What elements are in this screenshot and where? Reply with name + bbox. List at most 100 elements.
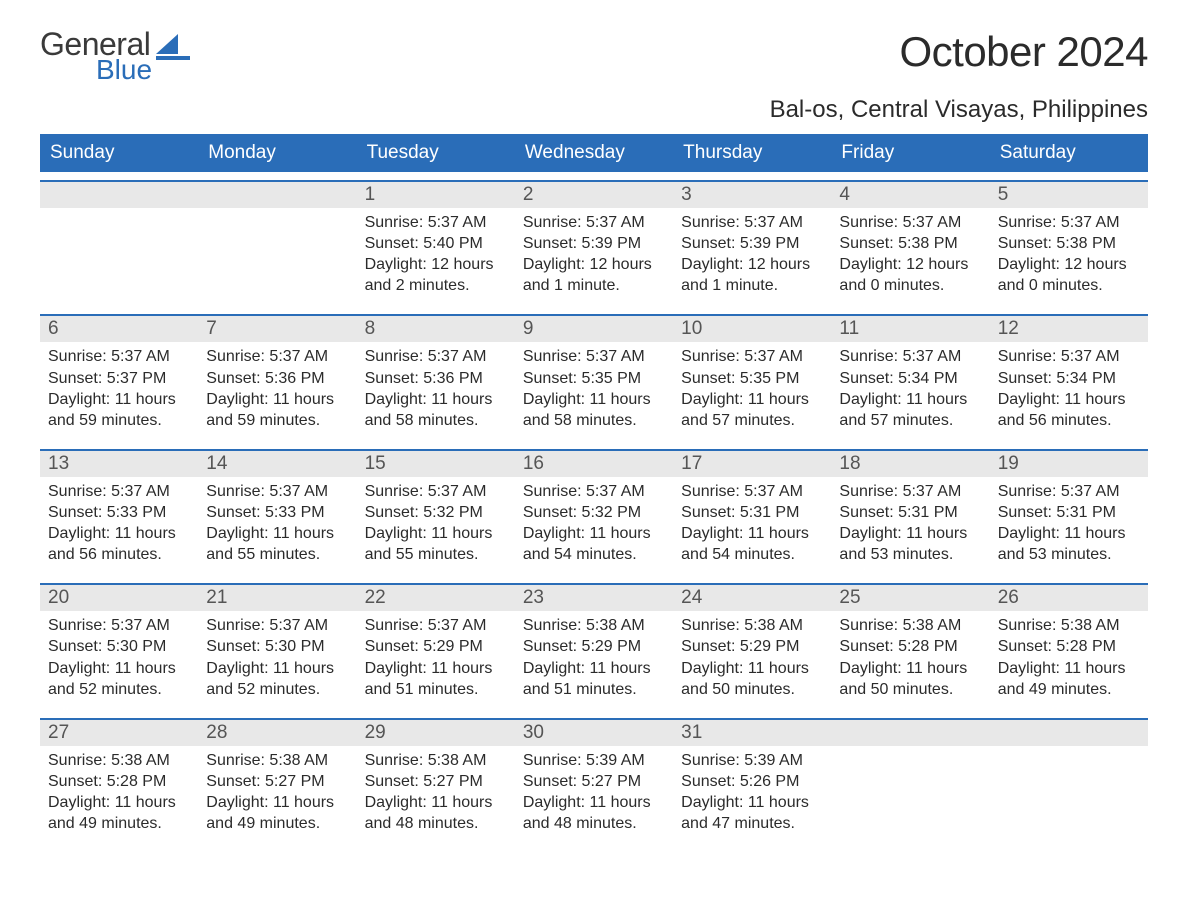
day-body: Sunrise: 5:37 AMSunset: 5:36 PMDaylight:… bbox=[198, 342, 356, 436]
day-number: 25 bbox=[831, 583, 989, 611]
day-cell bbox=[990, 718, 1148, 840]
week-row: 6Sunrise: 5:37 AMSunset: 5:37 PMDaylight… bbox=[40, 314, 1148, 436]
day-body: Sunrise: 5:37 AMSunset: 5:31 PMDaylight:… bbox=[673, 477, 831, 571]
day-number: 1 bbox=[357, 180, 515, 208]
day-number: 16 bbox=[515, 449, 673, 477]
daylight-line: Daylight: 11 hours and 58 minutes. bbox=[365, 389, 507, 431]
sunset-line: Sunset: 5:36 PM bbox=[206, 368, 348, 389]
weekday-header-cell: Monday bbox=[198, 134, 356, 172]
day-number: 22 bbox=[357, 583, 515, 611]
sunset-line: Sunset: 5:38 PM bbox=[998, 233, 1140, 254]
daylight-line: Daylight: 11 hours and 56 minutes. bbox=[998, 389, 1140, 431]
day-cell: 25Sunrise: 5:38 AMSunset: 5:28 PMDayligh… bbox=[831, 583, 989, 705]
brand-word2: Blue bbox=[96, 56, 152, 84]
day-cell: 30Sunrise: 5:39 AMSunset: 5:27 PMDayligh… bbox=[515, 718, 673, 840]
sunrise-line: Sunrise: 5:37 AM bbox=[365, 481, 507, 502]
day-number: 28 bbox=[198, 718, 356, 746]
day-number: 12 bbox=[990, 314, 1148, 342]
sunrise-line: Sunrise: 5:37 AM bbox=[998, 481, 1140, 502]
sunrise-line: Sunrise: 5:38 AM bbox=[365, 750, 507, 771]
sunrise-line: Sunrise: 5:37 AM bbox=[839, 346, 981, 367]
sunset-line: Sunset: 5:27 PM bbox=[365, 771, 507, 792]
day-body: Sunrise: 5:37 AMSunset: 5:30 PMDaylight:… bbox=[198, 611, 356, 705]
weekday-header-cell: Sunday bbox=[40, 134, 198, 172]
day-cell: 14Sunrise: 5:37 AMSunset: 5:33 PMDayligh… bbox=[198, 449, 356, 571]
day-cell bbox=[40, 180, 198, 302]
day-cell: 19Sunrise: 5:37 AMSunset: 5:31 PMDayligh… bbox=[990, 449, 1148, 571]
daylight-line: Daylight: 11 hours and 59 minutes. bbox=[206, 389, 348, 431]
day-number: 17 bbox=[673, 449, 831, 477]
daylight-line: Daylight: 12 hours and 1 minute. bbox=[681, 254, 823, 296]
day-body: Sunrise: 5:37 AMSunset: 5:32 PMDaylight:… bbox=[515, 477, 673, 571]
daylight-line: Daylight: 11 hours and 49 minutes. bbox=[48, 792, 190, 834]
sunset-line: Sunset: 5:37 PM bbox=[48, 368, 190, 389]
day-number: 3 bbox=[673, 180, 831, 208]
day-cell: 29Sunrise: 5:38 AMSunset: 5:27 PMDayligh… bbox=[357, 718, 515, 840]
weekday-header-cell: Thursday bbox=[673, 134, 831, 172]
sunrise-line: Sunrise: 5:37 AM bbox=[839, 212, 981, 233]
daylight-line: Daylight: 11 hours and 57 minutes. bbox=[839, 389, 981, 431]
sunset-line: Sunset: 5:31 PM bbox=[839, 502, 981, 523]
day-cell: 3Sunrise: 5:37 AMSunset: 5:39 PMDaylight… bbox=[673, 180, 831, 302]
sunset-line: Sunset: 5:29 PM bbox=[365, 636, 507, 657]
day-body: Sunrise: 5:37 AMSunset: 5:35 PMDaylight:… bbox=[515, 342, 673, 436]
day-cell: 11Sunrise: 5:37 AMSunset: 5:34 PMDayligh… bbox=[831, 314, 989, 436]
week-row: 1Sunrise: 5:37 AMSunset: 5:40 PMDaylight… bbox=[40, 180, 1148, 302]
day-cell: 31Sunrise: 5:39 AMSunset: 5:26 PMDayligh… bbox=[673, 718, 831, 840]
day-cell: 17Sunrise: 5:37 AMSunset: 5:31 PMDayligh… bbox=[673, 449, 831, 571]
day-number: 8 bbox=[357, 314, 515, 342]
day-body bbox=[831, 746, 989, 832]
day-number: 31 bbox=[673, 718, 831, 746]
day-cell: 27Sunrise: 5:38 AMSunset: 5:28 PMDayligh… bbox=[40, 718, 198, 840]
day-number: 15 bbox=[357, 449, 515, 477]
sunset-line: Sunset: 5:39 PM bbox=[523, 233, 665, 254]
location-subtitle: Bal-os, Central Visayas, Philippines bbox=[40, 96, 1148, 124]
day-number: 13 bbox=[40, 449, 198, 477]
sunrise-line: Sunrise: 5:37 AM bbox=[681, 481, 823, 502]
sunrise-line: Sunrise: 5:38 AM bbox=[48, 750, 190, 771]
daylight-line: Daylight: 11 hours and 48 minutes. bbox=[365, 792, 507, 834]
sunset-line: Sunset: 5:30 PM bbox=[206, 636, 348, 657]
day-body: Sunrise: 5:38 AMSunset: 5:28 PMDaylight:… bbox=[990, 611, 1148, 705]
day-number: 4 bbox=[831, 180, 989, 208]
day-body: Sunrise: 5:37 AMSunset: 5:37 PMDaylight:… bbox=[40, 342, 198, 436]
day-body: Sunrise: 5:37 AMSunset: 5:31 PMDaylight:… bbox=[831, 477, 989, 571]
sunset-line: Sunset: 5:28 PM bbox=[48, 771, 190, 792]
weekday-header-cell: Wednesday bbox=[515, 134, 673, 172]
day-cell: 8Sunrise: 5:37 AMSunset: 5:36 PMDaylight… bbox=[357, 314, 515, 436]
sunset-line: Sunset: 5:29 PM bbox=[523, 636, 665, 657]
day-cell: 21Sunrise: 5:37 AMSunset: 5:30 PMDayligh… bbox=[198, 583, 356, 705]
sunrise-line: Sunrise: 5:37 AM bbox=[365, 346, 507, 367]
header-row: General Blue October 2024 bbox=[40, 28, 1148, 84]
daylight-line: Daylight: 11 hours and 51 minutes. bbox=[523, 658, 665, 700]
day-body: Sunrise: 5:37 AMSunset: 5:38 PMDaylight:… bbox=[831, 208, 989, 302]
day-cell: 5Sunrise: 5:37 AMSunset: 5:38 PMDaylight… bbox=[990, 180, 1148, 302]
daylight-line: Daylight: 11 hours and 50 minutes. bbox=[839, 658, 981, 700]
sunrise-line: Sunrise: 5:37 AM bbox=[523, 346, 665, 367]
sunrise-line: Sunrise: 5:37 AM bbox=[48, 615, 190, 636]
day-body: Sunrise: 5:37 AMSunset: 5:34 PMDaylight:… bbox=[831, 342, 989, 436]
sunset-line: Sunset: 5:34 PM bbox=[839, 368, 981, 389]
day-cell: 4Sunrise: 5:37 AMSunset: 5:38 PMDaylight… bbox=[831, 180, 989, 302]
day-cell: 26Sunrise: 5:38 AMSunset: 5:28 PMDayligh… bbox=[990, 583, 1148, 705]
calendar: SundayMondayTuesdayWednesdayThursdayFrid… bbox=[40, 134, 1148, 840]
day-cell: 9Sunrise: 5:37 AMSunset: 5:35 PMDaylight… bbox=[515, 314, 673, 436]
day-body: Sunrise: 5:37 AMSunset: 5:29 PMDaylight:… bbox=[357, 611, 515, 705]
sunrise-line: Sunrise: 5:38 AM bbox=[523, 615, 665, 636]
weekday-header-cell: Tuesday bbox=[357, 134, 515, 172]
sunset-line: Sunset: 5:33 PM bbox=[48, 502, 190, 523]
daylight-line: Daylight: 12 hours and 0 minutes. bbox=[998, 254, 1140, 296]
daylight-line: Daylight: 11 hours and 57 minutes. bbox=[681, 389, 823, 431]
daylight-line: Daylight: 11 hours and 54 minutes. bbox=[523, 523, 665, 565]
day-body: Sunrise: 5:38 AMSunset: 5:29 PMDaylight:… bbox=[673, 611, 831, 705]
sunset-line: Sunset: 5:28 PM bbox=[839, 636, 981, 657]
day-body: Sunrise: 5:37 AMSunset: 5:34 PMDaylight:… bbox=[990, 342, 1148, 436]
day-body: Sunrise: 5:37 AMSunset: 5:30 PMDaylight:… bbox=[40, 611, 198, 705]
sunset-line: Sunset: 5:36 PM bbox=[365, 368, 507, 389]
day-cell: 13Sunrise: 5:37 AMSunset: 5:33 PMDayligh… bbox=[40, 449, 198, 571]
sunrise-line: Sunrise: 5:38 AM bbox=[998, 615, 1140, 636]
day-body: Sunrise: 5:37 AMSunset: 5:38 PMDaylight:… bbox=[990, 208, 1148, 302]
sunset-line: Sunset: 5:31 PM bbox=[681, 502, 823, 523]
daylight-line: Daylight: 11 hours and 49 minutes. bbox=[206, 792, 348, 834]
day-body: Sunrise: 5:37 AMSunset: 5:36 PMDaylight:… bbox=[357, 342, 515, 436]
